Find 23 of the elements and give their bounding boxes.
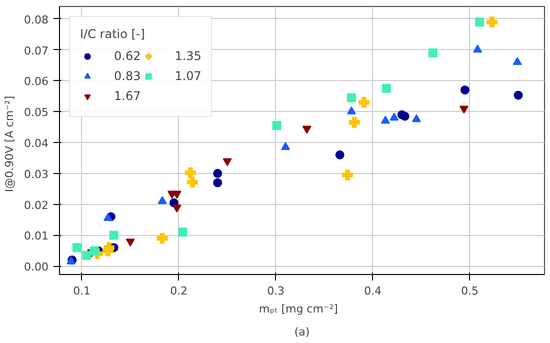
x-tick-label: 0.3 <box>267 284 285 298</box>
y-tick-label: 0.04 <box>24 137 49 150</box>
x-tick-label: 0.2 <box>170 284 188 298</box>
legend-title: I/C ratio [-] <box>80 27 146 41</box>
y-tick-label: 0.00 <box>24 260 49 274</box>
y-tick-label: 0.01 <box>24 230 49 243</box>
x-tick-label: 0.5 <box>461 284 479 298</box>
y-tick-label: 0.07 <box>24 44 49 58</box>
y-tick-label: 0.06 <box>24 75 49 88</box>
legend-label: 1.07 <box>174 69 202 83</box>
legend-label: 0.62 <box>114 49 141 63</box>
x-tick-label: 0.1 <box>73 284 91 298</box>
y-axis-title: I@0.90V [A cm⁻²] <box>3 96 16 192</box>
text: (a) <box>294 326 310 338</box>
x-tick-label: 0.4 <box>364 284 382 298</box>
y-tick-label: 0.08 <box>24 13 49 26</box>
y-tick-label: 0.03 <box>24 168 49 181</box>
legend-label: 1.35 <box>174 49 202 63</box>
legend-label: 1.67 <box>114 89 141 103</box>
x-axis-title: mₚₜ [mg cm⁻²] <box>259 302 338 316</box>
y-tick-label: 0.02 <box>24 198 49 212</box>
y-tick-label: 0.05 <box>24 106 49 120</box>
legend-label: 0.83 <box>114 69 141 83</box>
